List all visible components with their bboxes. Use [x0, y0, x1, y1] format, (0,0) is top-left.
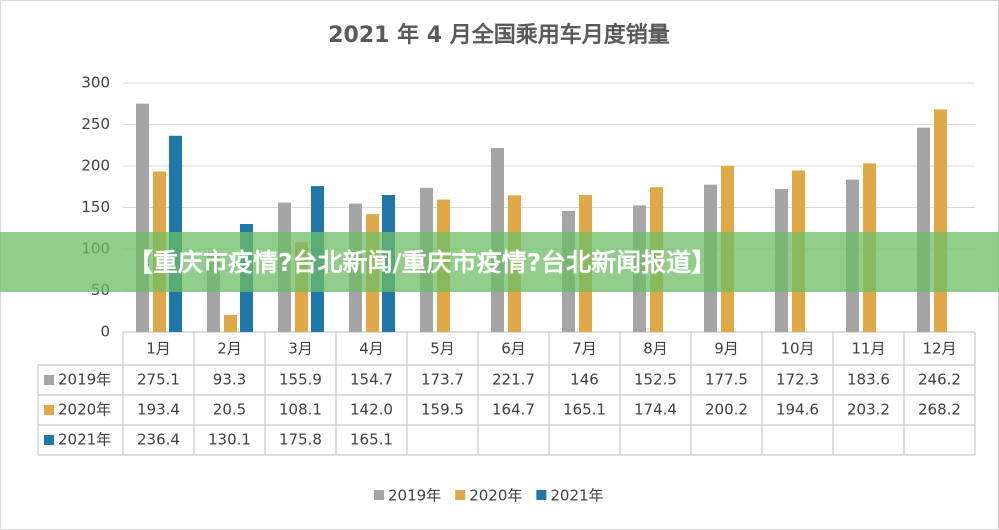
table-cell: 165.1 — [350, 431, 393, 449]
table-cell: 142.0 — [350, 401, 393, 419]
y-tick-label: 200 — [81, 157, 110, 175]
x-tick-label: 12月 — [922, 340, 956, 358]
bar — [917, 127, 930, 333]
table-cell: 200.2 — [705, 401, 748, 419]
x-tick-label: 8月 — [643, 340, 668, 358]
table-cell: 177.5 — [705, 371, 748, 389]
table-legend-key — [44, 375, 54, 385]
table-cell: 203.2 — [847, 401, 890, 419]
table-cell: 174.4 — [634, 401, 677, 419]
bar — [934, 109, 947, 332]
x-tick-label: 5月 — [430, 340, 455, 358]
chart-title: 2021 年 4 月全国乘用车月度销量 — [328, 22, 670, 48]
table-cell: 275.1 — [137, 371, 180, 389]
bar — [136, 103, 149, 333]
table-cell: 165.1 — [563, 401, 606, 419]
bar — [224, 314, 237, 332]
x-tick-label: 3月 — [288, 340, 313, 358]
table-cell: 130.1 — [208, 431, 251, 449]
table-row-label: 2021年 — [58, 431, 111, 449]
table-legend-key — [44, 405, 54, 415]
table-row-label: 2020年 — [58, 401, 111, 419]
table-cell: 268.2 — [918, 401, 961, 419]
table-cell: 154.7 — [350, 371, 393, 389]
y-tick-label: 300 — [81, 74, 110, 92]
table-cell: 108.1 — [279, 401, 322, 419]
y-tick-label: 250 — [81, 115, 110, 133]
x-tick-label: 10月 — [780, 340, 814, 358]
table-cell: 155.9 — [279, 371, 322, 389]
table-cell: 193.4 — [137, 401, 180, 419]
table-legend-key — [44, 435, 54, 445]
table-row-label: 2019年 — [58, 371, 111, 389]
x-tick-label: 4月 — [359, 340, 384, 358]
legend-key — [536, 490, 547, 500]
table-cell: 175.8 — [279, 431, 322, 449]
table-cell: 221.7 — [492, 371, 535, 389]
x-tick-label: 9月 — [714, 340, 739, 358]
y-tick-label: 0 — [100, 323, 110, 341]
y-tick-label: 150 — [81, 198, 110, 216]
table-cell: 159.5 — [421, 401, 464, 419]
legend-label: 2021年 — [550, 487, 603, 505]
table-cell: 93.3 — [213, 371, 246, 389]
table-cell: 20.5 — [213, 401, 246, 419]
table-cell: 146 — [570, 371, 599, 389]
legend-label: 2020年 — [469, 487, 522, 505]
x-tick-label: 1月 — [146, 340, 171, 358]
table-cell: 194.6 — [776, 401, 819, 419]
table-cell: 173.7 — [421, 371, 464, 389]
table-cell: 164.7 — [492, 401, 535, 419]
legend-key — [374, 490, 384, 500]
x-tick-label: 7月 — [572, 340, 597, 358]
table-cell: 246.2 — [918, 371, 961, 389]
table-cell: 236.4 — [137, 431, 180, 449]
legend-key — [455, 490, 466, 500]
x-tick-label: 11月 — [851, 340, 885, 358]
banner-text: 【重庆市疫情?台北新闻/重庆市疫情?台北新闻报道】 — [128, 248, 716, 277]
table-cell: 183.6 — [847, 371, 890, 389]
table-cell: 152.5 — [634, 371, 677, 389]
banner-band — [0, 232, 999, 292]
x-tick-label: 2月 — [217, 340, 242, 358]
table-cell: 172.3 — [776, 371, 819, 389]
legend-label: 2019年 — [388, 487, 441, 505]
x-tick-label: 6月 — [501, 340, 526, 358]
